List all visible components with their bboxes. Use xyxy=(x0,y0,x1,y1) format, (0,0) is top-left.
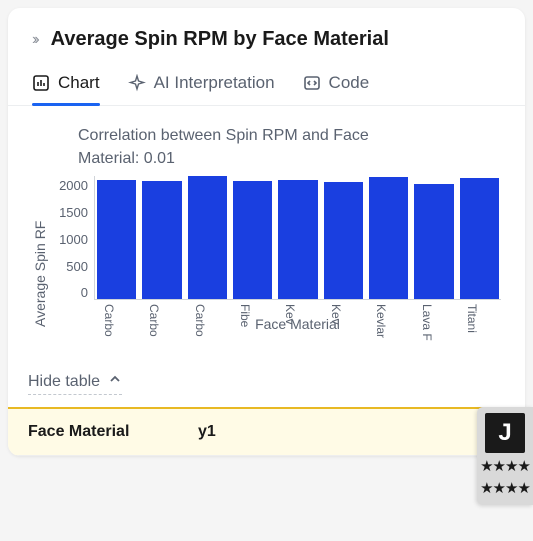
table-column-face-material[interactable]: Face Material xyxy=(28,423,198,441)
x-tick: Carbo xyxy=(141,300,180,336)
bars-zone: CarboCarboCarboFibeKevKevKevlarLava FTit… xyxy=(94,176,501,336)
tab-label: Code xyxy=(329,73,370,93)
table-toggle-row: Hide table xyxy=(8,344,525,407)
hide-table-label: Hide table xyxy=(28,373,100,391)
chart-subtitle-line2: Material: 0.01 xyxy=(78,150,175,167)
rating-widget[interactable]: J ★★★★ ★★★★ xyxy=(477,407,533,505)
avatar-badge: J xyxy=(485,413,525,453)
chart-panel: Correlation between Spin RPM and Face Ma… xyxy=(8,106,525,344)
hide-table-button[interactable]: Hide table xyxy=(28,372,122,395)
chart-subtitle-line1: Correlation between Spin RPM and Face xyxy=(78,127,369,144)
tab-bar: Chart AI Interpretation Code xyxy=(8,65,525,106)
chart-bar[interactable] xyxy=(278,180,317,299)
x-tick: Carbo xyxy=(96,300,135,336)
card-header: ›› Average Spin RPM by Face Material xyxy=(8,16,525,65)
y-tick: 1000 xyxy=(54,232,88,247)
y-axis-label: Average Spin RF xyxy=(32,176,50,336)
x-tick: Carbo xyxy=(187,300,226,336)
chart-bar[interactable] xyxy=(414,184,453,299)
x-axis-ticks: CarboCarboCarboFibeKevKevKevlarLava FTit… xyxy=(94,300,501,336)
tab-chart[interactable]: Chart xyxy=(32,65,100,105)
y-tick: 1500 xyxy=(54,205,88,220)
tab-ai-interpretation[interactable]: AI Interpretation xyxy=(128,65,275,105)
chart-plot: Average Spin RF 2000150010005000 CarboCa… xyxy=(32,176,501,336)
tab-label: AI Interpretation xyxy=(154,73,275,93)
chart-bar[interactable] xyxy=(460,178,499,300)
y-axis-ticks: 2000 1500 1000 500 0 xyxy=(50,176,94,336)
chart-bar[interactable] xyxy=(233,181,272,299)
code-icon xyxy=(303,74,321,92)
x-tick: Titani xyxy=(460,300,499,336)
x-tick: Lava F xyxy=(414,300,453,336)
x-tick: Kev xyxy=(323,300,362,336)
x-tick: Kev xyxy=(278,300,317,336)
tab-code[interactable]: Code xyxy=(303,65,370,105)
sparkle-icon xyxy=(128,74,146,92)
y-tick: 0 xyxy=(54,285,88,300)
tab-label: Chart xyxy=(58,73,100,93)
x-tick: Fibe xyxy=(232,300,271,336)
chart-bar[interactable] xyxy=(324,182,363,299)
star-row: ★★★★ xyxy=(480,479,530,497)
chart-bar[interactable] xyxy=(142,181,181,300)
chart-bar[interactable] xyxy=(188,176,227,299)
chart-bar[interactable] xyxy=(97,180,136,299)
y-tick: 500 xyxy=(54,259,88,274)
table-column-y1[interactable]: y1 xyxy=(198,423,505,441)
x-tick: Kevlar xyxy=(369,300,408,336)
chart-bar[interactable] xyxy=(369,177,408,299)
chart-subtitle: Correlation between Spin RPM and Face Ma… xyxy=(78,124,501,170)
card-title: Average Spin RPM by Face Material xyxy=(51,28,389,51)
chart-bars xyxy=(94,176,501,300)
bar-chart-icon xyxy=(32,74,50,92)
table-header-row: Face Material y1 xyxy=(8,407,525,456)
collapse-icon[interactable]: ›› xyxy=(32,31,37,49)
chevron-up-icon xyxy=(108,372,122,391)
y-tick: 2000 xyxy=(54,178,88,193)
analysis-card: ›› Average Spin RPM by Face Material Cha… xyxy=(8,8,525,456)
star-row: ★★★★ xyxy=(480,457,530,475)
